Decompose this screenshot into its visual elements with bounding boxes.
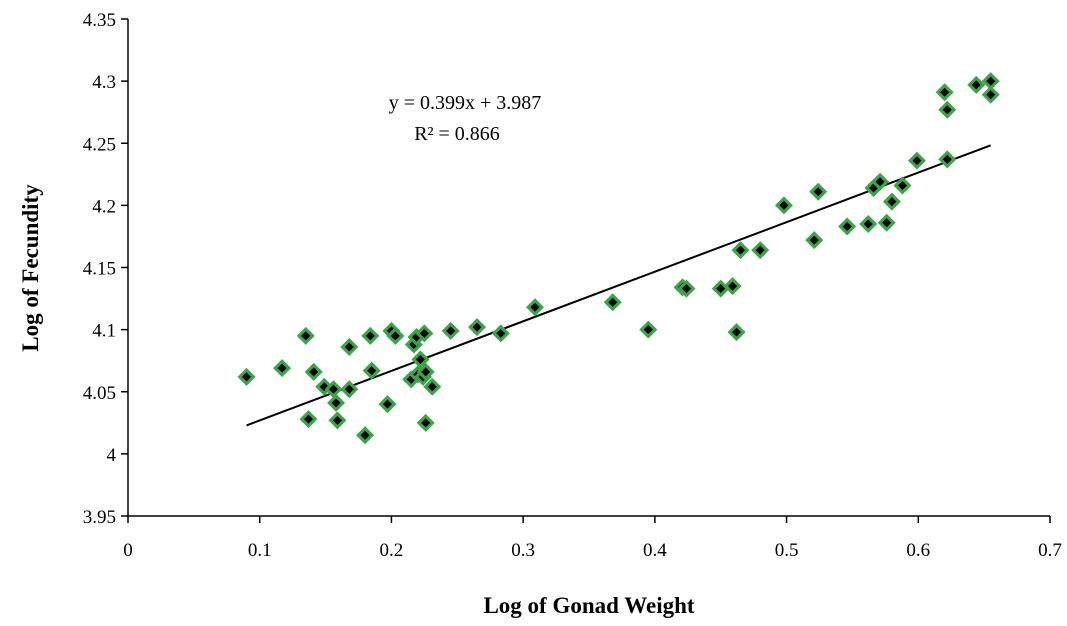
x-tick-label: 0.7 <box>1038 540 1062 561</box>
data-point <box>877 213 896 232</box>
data-point <box>871 172 890 191</box>
data-points <box>237 72 1000 445</box>
data-point <box>907 151 926 170</box>
data-point <box>299 410 318 429</box>
x-axis-ticks: 0 0.1 0.2 0.3 0.4 0.5 0.6 0.7 <box>123 516 1062 561</box>
data-point <box>967 75 986 94</box>
x-tick-label: 0.1 <box>248 540 272 561</box>
data-point <box>774 196 793 215</box>
data-point <box>639 320 658 339</box>
data-point <box>727 323 746 342</box>
data-point <box>893 176 912 195</box>
data-point <box>935 83 954 102</box>
x-tick-label: 0 <box>123 540 133 561</box>
data-point <box>304 362 323 381</box>
x-tick-label: 0.6 <box>906 540 930 561</box>
data-point <box>386 326 405 345</box>
data-point <box>809 182 828 201</box>
x-tick-label: 0.4 <box>643 540 667 561</box>
data-point <box>237 367 256 386</box>
x-axis-title: Log of Gonad Weight <box>483 593 694 618</box>
x-tick-label: 0.3 <box>511 540 535 561</box>
x-tick-label: 0.2 <box>380 540 404 561</box>
data-point <box>981 72 1000 91</box>
data-point <box>273 359 292 378</box>
trendline-equation: y = 0.399x + 3.987 <box>389 92 542 114</box>
data-point <box>324 380 343 399</box>
data-point <box>882 192 901 211</box>
data-point <box>415 324 434 343</box>
trendline-r-squared: R² = 0.866 <box>414 123 500 145</box>
data-point <box>416 362 435 381</box>
plot-area: 3.95 4 4.05 4.1 4.15 4.2 4.25 4.3 4.35 0 0.1 0.2 0.… <box>83 10 1062 561</box>
data-point <box>423 377 442 396</box>
data-point <box>525 298 544 317</box>
data-point <box>416 413 435 432</box>
trendline <box>246 144 992 427</box>
y-axis-ticks: 3.95 4 4.05 4.1 4.15 4.2 4.25 4.3 4.35 <box>83 10 128 528</box>
data-point <box>491 324 510 343</box>
data-point <box>938 150 957 169</box>
y-tick-label: 3.95 <box>83 507 116 528</box>
data-point <box>677 279 696 298</box>
data-point <box>327 393 346 412</box>
y-tick-label: 4.3 <box>92 72 116 93</box>
data-point <box>361 326 380 345</box>
data-point <box>711 279 730 298</box>
data-point <box>603 293 622 312</box>
data-point <box>805 231 824 250</box>
y-tick-label: 4.35 <box>83 10 116 31</box>
data-point <box>340 380 359 399</box>
data-point <box>340 338 359 357</box>
data-point <box>938 100 957 119</box>
data-point <box>723 277 742 296</box>
data-point <box>838 217 857 236</box>
data-point <box>362 361 381 380</box>
data-point <box>441 321 460 340</box>
x-tick-label: 0.5 <box>775 540 799 561</box>
y-tick-label: 4.05 <box>83 383 116 404</box>
y-tick-label: 4.2 <box>92 196 116 217</box>
y-axis-title: Log of Fecundity <box>18 184 43 352</box>
y-tick-label: 4.15 <box>83 259 116 280</box>
data-point <box>296 326 315 345</box>
data-point <box>356 426 375 445</box>
y-tick-label: 4.1 <box>92 321 116 342</box>
data-point <box>751 241 770 260</box>
data-point <box>859 215 878 234</box>
data-point <box>328 411 347 430</box>
y-tick-label: 4.25 <box>83 134 116 155</box>
data-point <box>468 318 487 337</box>
data-point <box>731 241 750 260</box>
data-point <box>378 395 397 414</box>
data-point <box>981 85 1000 104</box>
y-tick-label: 4 <box>107 445 117 466</box>
